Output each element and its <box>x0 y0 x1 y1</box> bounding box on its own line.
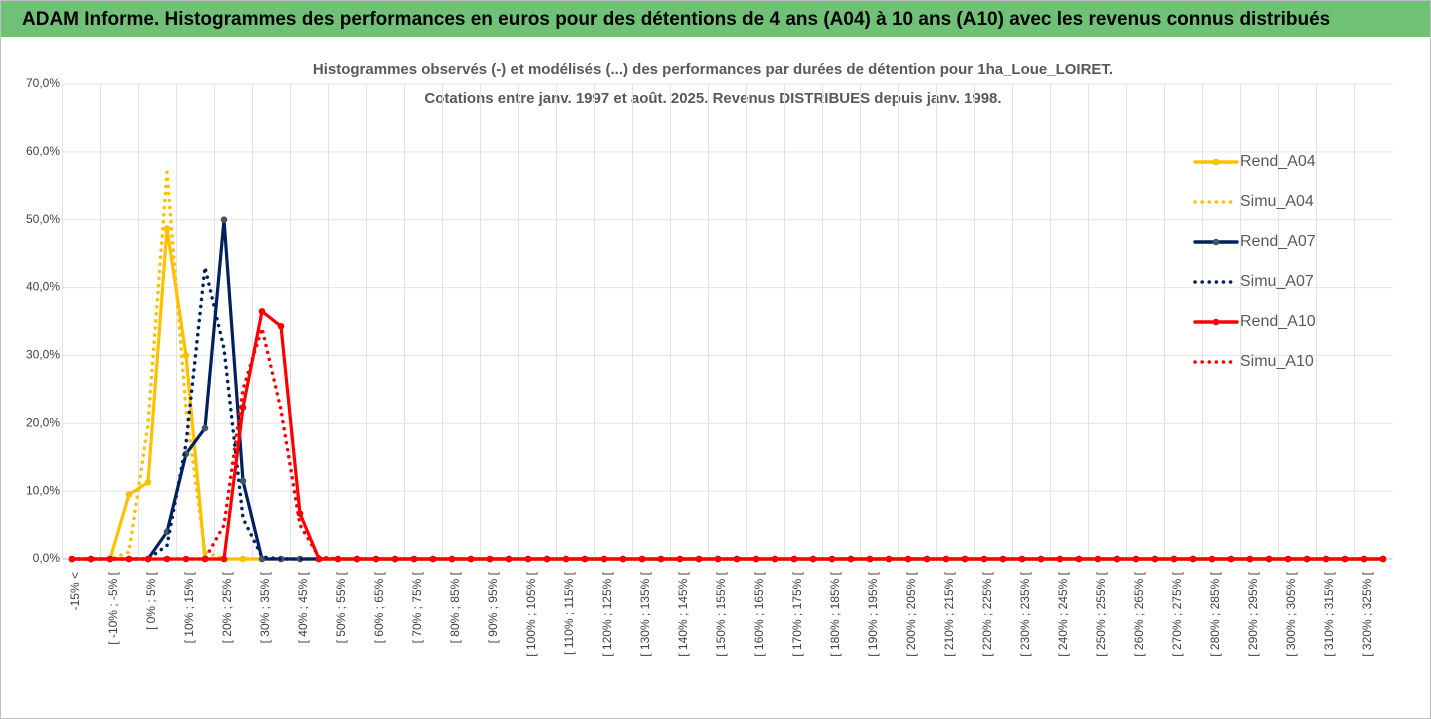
x-tick-label: [ 240% ; 245% [ <box>1056 571 1070 656</box>
marker <box>467 555 475 563</box>
marker <box>353 555 361 563</box>
legend-label: Rend_A10 <box>1240 313 1316 330</box>
y-tick-label: 40,0% <box>26 280 60 294</box>
x-tick-label: [ 30% ; 35% [ <box>258 571 272 643</box>
marker <box>277 322 285 330</box>
x-tick-label: [ 20% ; 25% [ <box>220 571 234 643</box>
marker <box>87 555 95 563</box>
x-tick-label: [ 170% ; 175% [ <box>790 571 804 656</box>
x-tick-label: [ 300% ; 305% [ <box>1284 571 1298 656</box>
marker <box>144 479 152 486</box>
marker <box>334 555 342 563</box>
marker <box>999 555 1007 563</box>
legend-label: Simu_A07 <box>1240 273 1314 290</box>
banner <box>1 1 1430 37</box>
x-tick-label: [ 100% ; 105% [ <box>524 571 538 656</box>
marker <box>1170 555 1178 563</box>
x-tick-label: [ 230% ; 235% [ <box>1018 571 1032 656</box>
x-tick-label: [ 250% ; 255% [ <box>1094 571 1108 656</box>
marker <box>410 555 418 563</box>
y-tick-label: 30,0% <box>26 348 60 362</box>
x-tick-label: [ 200% ; 205% [ <box>904 571 918 656</box>
x-tick-label: [ 180% ; 185% [ <box>828 571 842 656</box>
marker <box>1341 555 1349 563</box>
marker <box>220 555 228 563</box>
x-tick-label: [ 220% ; 225% [ <box>980 571 994 656</box>
series-line <box>70 326 1385 561</box>
marker <box>923 555 931 563</box>
x-tick-label: [ 0% ; 5% [ <box>144 571 158 630</box>
marker <box>220 216 228 224</box>
legend-marker <box>1212 238 1220 246</box>
marker <box>524 555 532 563</box>
marker <box>809 555 817 563</box>
marker <box>1284 555 1292 563</box>
marker <box>239 555 247 563</box>
x-tick-label: [ -10% ; -5% [ <box>106 571 120 644</box>
marker <box>258 555 266 563</box>
legend-marker <box>1212 318 1220 326</box>
marker <box>581 555 589 563</box>
x-tick-label: [ 90% ; 95% [ <box>486 571 500 643</box>
x-tick-label: [ 320% ; 325% [ <box>1360 571 1374 656</box>
chart-title: Histogrammes observés (-) et modélisés (… <box>313 61 1113 78</box>
x-tick-label: -15% < <box>68 572 82 610</box>
marker <box>163 225 171 232</box>
legend-label: Rend_A07 <box>1240 233 1316 250</box>
marker <box>980 555 988 563</box>
marker <box>752 555 760 563</box>
marker <box>239 477 247 485</box>
x-tick-label: [ 160% ; 165% [ <box>752 571 766 656</box>
x-tick-label: [ 120% ; 125% [ <box>600 571 614 656</box>
x-tick-label: [ 190% ; 195% [ <box>866 571 880 656</box>
y-tick-label: 10,0% <box>26 483 60 497</box>
marker <box>201 424 209 432</box>
x-tick-label: [ 110% ; 115% [ <box>562 571 576 655</box>
marker <box>866 555 874 563</box>
x-tick-label: [ 140% ; 145% [ <box>676 571 690 656</box>
y-tick-label: 60,0% <box>26 144 60 158</box>
marker <box>1113 555 1121 563</box>
marker <box>258 308 266 315</box>
x-tick-label: [ 210% ; 215% [ <box>942 571 956 656</box>
marker <box>125 491 133 498</box>
marker <box>163 555 171 563</box>
x-tick-label: [ 150% ; 155% [ <box>714 571 728 656</box>
legend-marker <box>1212 158 1220 166</box>
marker <box>695 555 703 563</box>
x-tick-label: [ 10% ; 15% [ <box>182 571 196 643</box>
marker <box>638 555 646 563</box>
marker <box>182 352 190 359</box>
x-tick-label: [ 270% ; 275% [ <box>1170 571 1184 656</box>
x-tick-label: [ 70% ; 75% [ <box>410 571 424 643</box>
y-tick-label: 50,0% <box>26 212 60 226</box>
y-tick-label: 70,0% <box>26 76 60 90</box>
legend-label: Rend_A04 <box>1240 153 1316 170</box>
x-tick-label: [ 50% ; 55% [ <box>334 571 348 643</box>
y-tick-label: 0,0% <box>33 551 61 565</box>
y-tick-label: 20,0% <box>26 415 60 429</box>
marker <box>1379 555 1387 563</box>
marker <box>1227 555 1235 563</box>
marker <box>106 555 114 563</box>
marker <box>1056 555 1064 563</box>
x-tick-label: [ 310% ; 315% [ <box>1322 571 1336 656</box>
x-tick-label: [ 280% ; 285% [ <box>1208 571 1222 656</box>
legend-label: Simu_A10 <box>1240 353 1314 370</box>
chart-subtitle: Cotations entre janv. 1997 et août. 2025… <box>424 90 1001 107</box>
x-tick-label: [ 130% ; 135% [ <box>638 571 652 656</box>
x-tick-label: [ 40% ; 45% [ <box>296 571 310 643</box>
x-tick-label: [ 60% ; 65% [ <box>372 571 386 643</box>
banner-title: ADAM Informe. Histogrammes des performan… <box>22 9 1330 30</box>
x-tick-label: [ 260% ; 265% [ <box>1132 571 1146 656</box>
x-tick-label: [ 80% ; 85% [ <box>448 571 462 643</box>
x-tick-label: [ 290% ; 295% [ <box>1246 571 1260 656</box>
legend-label: Simu_A04 <box>1240 193 1314 210</box>
